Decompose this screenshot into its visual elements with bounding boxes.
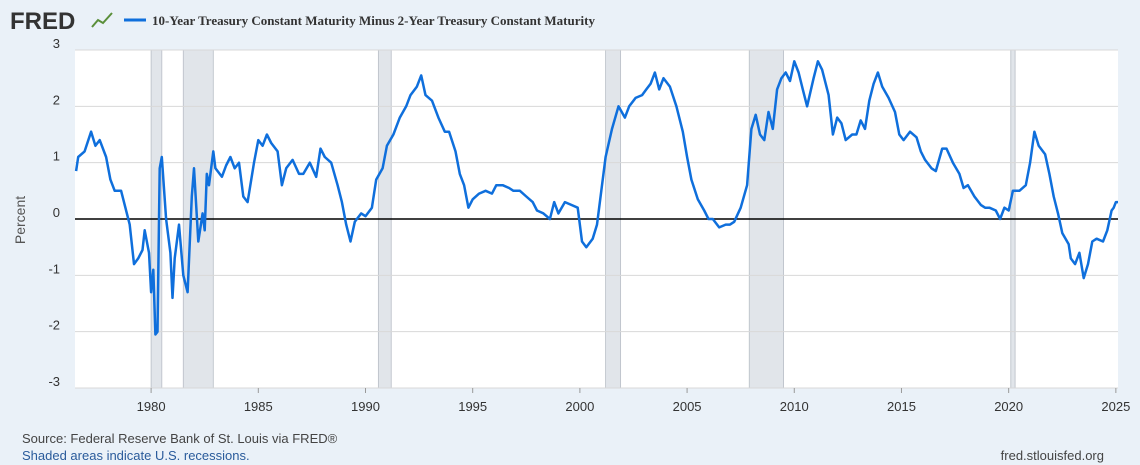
- source: Source: Federal Reserve Bank of St. Loui…: [22, 431, 338, 446]
- y-tick-label: 3: [53, 36, 60, 51]
- y-tick-label: 1: [53, 149, 60, 164]
- x-tick-label: 2025: [1101, 399, 1130, 414]
- site-url: fred.stlouisfed.org: [1001, 448, 1104, 463]
- y-tick-label: -3: [48, 374, 60, 389]
- y-tick-label: 2: [53, 92, 60, 107]
- recession-note: Shaded areas indicate U.S. recessions.: [22, 448, 250, 463]
- legend-label: 10-Year Treasury Constant Maturity Minus…: [152, 13, 595, 28]
- y-tick-label: 0: [53, 205, 60, 220]
- x-tick-label: 1985: [244, 399, 273, 414]
- logo[interactable]: FRED: [10, 8, 75, 35]
- x-tick-label: 2000: [565, 399, 594, 414]
- grid: [75, 49, 1118, 389]
- x-tick-label: 1995: [458, 399, 487, 414]
- y-tick-label: -1: [48, 261, 60, 276]
- logo-icon: [91, 12, 113, 28]
- x-tick-label: 2020: [994, 399, 1023, 414]
- y-tick-label: -2: [48, 318, 60, 333]
- x-tick-label: 2005: [673, 399, 702, 414]
- y-axis-label: Percent: [12, 196, 28, 244]
- x-tick-label: 1980: [137, 399, 166, 414]
- series-line: [74, 60, 1118, 336]
- x-tick-label: 2015: [887, 399, 916, 414]
- x-tick-label: 2010: [780, 399, 809, 414]
- x-tick-label: 1990: [351, 399, 380, 414]
